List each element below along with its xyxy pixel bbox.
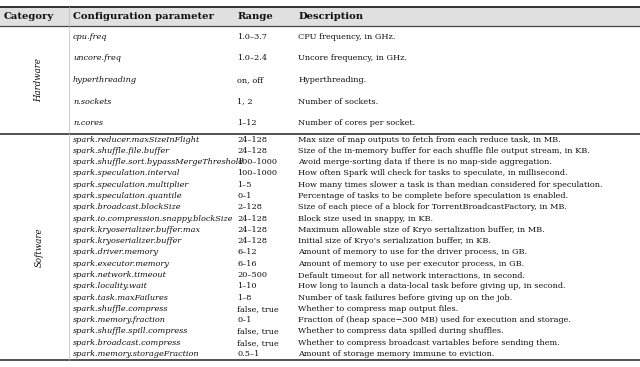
- Text: spark.memory.storageFraction: spark.memory.storageFraction: [73, 350, 200, 358]
- Text: 20–500: 20–500: [237, 271, 268, 279]
- Text: Number of cores per socket.: Number of cores per socket.: [298, 119, 415, 127]
- Text: spark.task.maxFailures: spark.task.maxFailures: [73, 294, 169, 302]
- Text: Description: Description: [298, 12, 364, 21]
- Text: spark.broadcast.compress: spark.broadcast.compress: [73, 339, 181, 347]
- Text: 6–12: 6–12: [237, 248, 257, 257]
- Text: Number of task failures before giving up on the job.: Number of task failures before giving up…: [298, 294, 513, 302]
- Text: Block size used in snappy, in KB.: Block size used in snappy, in KB.: [298, 215, 433, 222]
- Text: How long to launch a data-local task before giving up, in second.: How long to launch a data-local task bef…: [298, 282, 566, 290]
- Text: Range: Range: [237, 12, 273, 21]
- Text: 0–1: 0–1: [237, 316, 252, 324]
- Text: Software: Software: [35, 227, 44, 266]
- Text: How often Spark will check for tasks to speculate, in millisecond.: How often Spark will check for tasks to …: [298, 170, 568, 177]
- Text: spark.shuffle.file.buffer: spark.shuffle.file.buffer: [73, 147, 170, 155]
- Text: Number of sockets.: Number of sockets.: [298, 98, 378, 106]
- Text: Configuration parameter: Configuration parameter: [73, 12, 214, 21]
- Text: Maximum allowable size of Kryo serialization buffer, in MB.: Maximum allowable size of Kryo serializa…: [298, 226, 545, 234]
- Text: 1–5: 1–5: [237, 181, 252, 189]
- Text: spark.shuffle.sort.bypassMergeThreshold: spark.shuffle.sort.bypassMergeThreshold: [73, 158, 244, 166]
- Text: Whether to compress map output files.: Whether to compress map output files.: [298, 305, 459, 313]
- Text: spark.reducer.maxSizeInFlight: spark.reducer.maxSizeInFlight: [73, 135, 200, 143]
- Text: Hardware: Hardware: [35, 58, 44, 102]
- Text: 24–128: 24–128: [237, 226, 268, 234]
- Text: spark.speculation.multiplier: spark.speculation.multiplier: [73, 181, 189, 189]
- Text: n.cores: n.cores: [73, 119, 103, 127]
- Text: 1–10: 1–10: [237, 282, 257, 290]
- Text: false, true: false, true: [237, 339, 279, 347]
- Text: Initial size of Kryo’s serialization buffer, in KB.: Initial size of Kryo’s serialization buf…: [298, 237, 492, 245]
- Text: 1–8: 1–8: [237, 294, 252, 302]
- Text: spark.kryoserializer.buffer.max: spark.kryoserializer.buffer.max: [73, 226, 201, 234]
- Text: Size of the in-memory buffer for each shuffle file output stream, in KB.: Size of the in-memory buffer for each sh…: [298, 147, 590, 155]
- Text: Hyperthreading.: Hyperthreading.: [298, 76, 367, 84]
- Text: Amount of memory to use for the driver process, in GB.: Amount of memory to use for the driver p…: [298, 248, 527, 257]
- Text: 1, 2: 1, 2: [237, 98, 253, 106]
- Text: Max size of map outputs to fetch from each reduce task, in MB.: Max size of map outputs to fetch from ea…: [298, 135, 561, 143]
- Text: spark.driver.memory: spark.driver.memory: [73, 248, 159, 257]
- Text: CPU frequency, in GHz.: CPU frequency, in GHz.: [298, 33, 396, 41]
- Text: 0.5–1: 0.5–1: [237, 350, 260, 358]
- Text: Percentage of tasks to be complete before speculation is enabled.: Percentage of tasks to be complete befor…: [298, 192, 568, 200]
- Text: 1.0–2.4: 1.0–2.4: [237, 54, 268, 62]
- Text: false, true: false, true: [237, 305, 279, 313]
- Text: Amount of memory to use per executor process, in GB.: Amount of memory to use per executor pro…: [298, 260, 525, 268]
- Text: spark.kryoserializer.buffer: spark.kryoserializer.buffer: [73, 237, 182, 245]
- Text: Amount of storage memory immune to eviction.: Amount of storage memory immune to evict…: [298, 350, 495, 358]
- Text: spark.network.timeout: spark.network.timeout: [73, 271, 167, 279]
- Bar: [0, 7, 640, 26]
- Text: spark.broadcast.blockSize: spark.broadcast.blockSize: [73, 203, 182, 211]
- Text: spark.speculation.interval: spark.speculation.interval: [73, 170, 180, 177]
- Text: 24–128: 24–128: [237, 135, 268, 143]
- Text: Size of each piece of a block for TorrentBroadcastFactory, in MB.: Size of each piece of a block for Torren…: [298, 203, 567, 211]
- Text: 24–128: 24–128: [237, 215, 268, 222]
- Text: on, off: on, off: [237, 76, 264, 84]
- Text: Default timeout for all network interactions, in second.: Default timeout for all network interact…: [298, 271, 525, 279]
- Text: spark.executor.memory: spark.executor.memory: [73, 260, 170, 268]
- Text: spark.io.compression.snappy.blockSize: spark.io.compression.snappy.blockSize: [73, 215, 234, 222]
- Text: Category: Category: [4, 12, 54, 21]
- Text: 100–1000: 100–1000: [237, 170, 278, 177]
- Text: cpu.freq: cpu.freq: [73, 33, 108, 41]
- Text: n.sockets: n.sockets: [73, 98, 111, 106]
- Text: spark.locality.wait: spark.locality.wait: [73, 282, 148, 290]
- Text: Whether to compress data spilled during shuffles.: Whether to compress data spilled during …: [298, 327, 504, 335]
- Text: spark.speculation.quantile: spark.speculation.quantile: [73, 192, 182, 200]
- Text: 0–1: 0–1: [237, 192, 252, 200]
- Text: Whether to compress broadcast variables before sending them.: Whether to compress broadcast variables …: [298, 339, 560, 347]
- Text: false, true: false, true: [237, 327, 279, 335]
- Text: spark.shuffle.spill.compress: spark.shuffle.spill.compress: [73, 327, 188, 335]
- Text: 100–1000: 100–1000: [237, 158, 278, 166]
- Text: Uncore frequency, in GHz.: Uncore frequency, in GHz.: [298, 54, 408, 62]
- Text: 1.0–3.7: 1.0–3.7: [237, 33, 268, 41]
- Text: hyperthreading: hyperthreading: [73, 76, 137, 84]
- Text: spark.memory.fraction: spark.memory.fraction: [73, 316, 166, 324]
- Text: 2–128: 2–128: [237, 203, 262, 211]
- Text: uncore.freq: uncore.freq: [73, 54, 121, 62]
- Text: How many times slower a task is than median considered for speculation.: How many times slower a task is than med…: [298, 181, 603, 189]
- Text: 24–128: 24–128: [237, 147, 268, 155]
- Text: 6–16: 6–16: [237, 260, 257, 268]
- Text: 24–128: 24–128: [237, 237, 268, 245]
- Text: Avoid merge-sorting data if there is no map-side aggregation.: Avoid merge-sorting data if there is no …: [298, 158, 552, 166]
- Text: spark.shuffle.compress: spark.shuffle.compress: [73, 305, 168, 313]
- Text: 1–12: 1–12: [237, 119, 257, 127]
- Text: Fraction of (heap space−300 MB) used for execution and storage.: Fraction of (heap space−300 MB) used for…: [298, 316, 572, 324]
